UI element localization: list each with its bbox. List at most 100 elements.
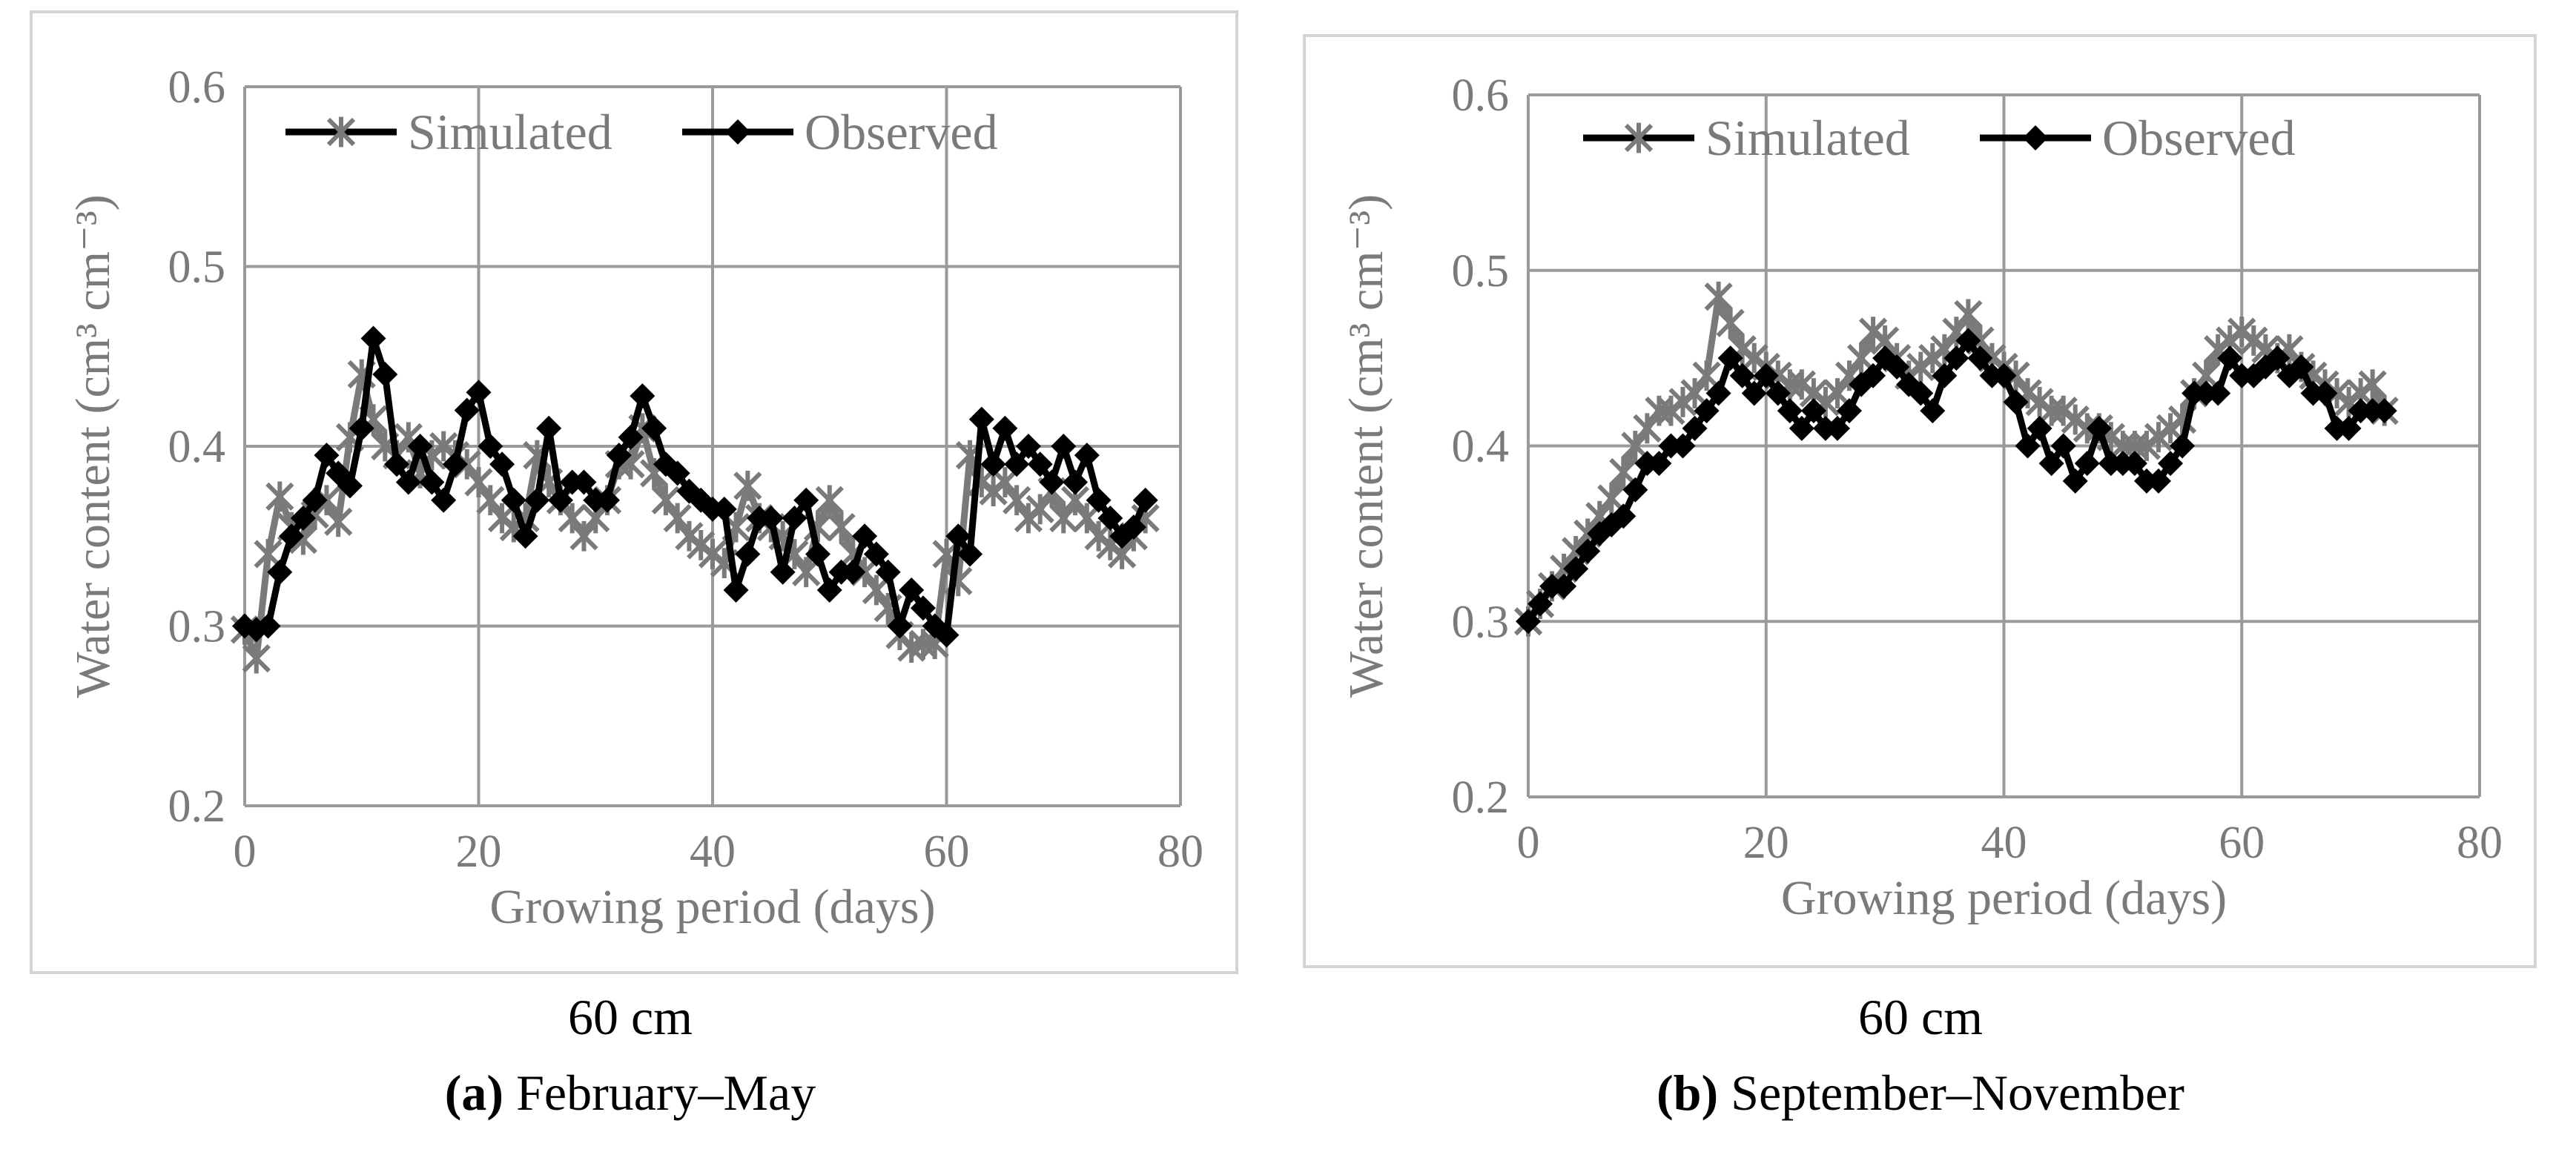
chart-a-xtick-label: 40: [690, 827, 736, 877]
chart-b-observed-point: [2371, 398, 2397, 424]
chart-b-xtick-label: 80: [2457, 818, 2503, 868]
chart-b-observed-point: [1705, 380, 1731, 406]
chart-a-ytick-label: 0.5: [168, 242, 226, 293]
chart-b-legend-label: Simulated: [1705, 110, 1910, 166]
chart-a-observed-point: [630, 383, 655, 409]
chart-a-simulated-point: [1026, 494, 1054, 525]
chart-b-observed-point: [1789, 415, 1814, 441]
chart-a-observed-point: [863, 541, 889, 567]
caption-a-letter: (a): [444, 1065, 504, 1121]
chart-b-ytick-label: 0.6: [1452, 70, 1510, 121]
chart-a-observed-point: [816, 577, 842, 603]
chart-a-simulated-point: [1049, 503, 1078, 534]
chart-a-ylabel: Water content (cm³ cm⁻³): [66, 194, 120, 698]
chart-b-observed-point: [1824, 415, 1850, 441]
chart-b-observed-point: [2170, 433, 2196, 459]
chart-b-ytick-label: 0.2: [1452, 772, 1510, 823]
caption-b-letter: (b): [1657, 1065, 1719, 1121]
caption-a: (a) February–May: [0, 1067, 1261, 1118]
chart-a-simulated-point: [1072, 503, 1101, 534]
chart-a-observed-point: [1027, 451, 1053, 477]
chart-b-observed-point: [1694, 398, 1720, 424]
chart-b-observed-point: [1682, 415, 1708, 441]
chart-a-observed-point: [968, 406, 994, 432]
chart-a-observed-point: [442, 451, 468, 477]
chart-a-simulated-point: [464, 467, 493, 497]
caption-b-text: September–November: [1718, 1065, 2184, 1121]
chart-a-observed-point: [735, 541, 761, 567]
chart-a-simulated-point: [815, 485, 844, 516]
chart-b-ytick-label: 0.5: [1452, 246, 1510, 297]
chart-b-observed-point: [2121, 451, 2147, 477]
chart-a-observed-point: [887, 613, 913, 639]
chart-a-observed-point: [875, 559, 901, 585]
chart-b-observed-point: [1717, 345, 1743, 371]
chart-a-observed-point: [992, 415, 1018, 441]
chart-b-observed-point: [2145, 468, 2171, 494]
chart-a-observed-point: [384, 451, 410, 477]
chart-b-simulated-point: [1704, 281, 1733, 312]
chart-a-observed-point: [934, 622, 960, 648]
chart-a-observed-point: [595, 487, 621, 513]
chart-a-observed-point: [267, 559, 293, 585]
chart-a-observed-point: [571, 469, 597, 495]
chart-a-simulated-point: [324, 506, 353, 537]
chart-b-observed-point: [1777, 398, 1803, 424]
chart-b-observed-point: [1622, 477, 1648, 503]
chart-b-observed-point: [1860, 363, 1886, 388]
caption-b: (b) September–November: [1290, 1067, 2551, 1118]
chart-a-observed-point: [395, 469, 421, 495]
chart-a-simulated-point: [265, 481, 294, 512]
chart-b-observed-point: [2312, 380, 2338, 406]
chart-b-observed-point: [1943, 345, 1969, 371]
chart-a-simulated-point: [254, 539, 283, 569]
chart-a-observed-point: [314, 443, 340, 469]
chart-a-observed-point: [641, 415, 667, 441]
chart-b-observed-point: [2003, 389, 2029, 415]
chart-a-legend-label: Observed: [805, 104, 998, 160]
chart-a-ytick-label: 0.6: [168, 62, 226, 113]
chart-a-observed-point: [372, 362, 398, 387]
chart-a-grid: [243, 85, 1182, 807]
chart-b-observed-point: [2086, 415, 2112, 441]
depth-label-a-text: 60 cm: [567, 989, 693, 1045]
chart-b-observed-point: [2158, 451, 2184, 477]
chart-a-observed-point: [782, 506, 808, 531]
chart-b-simulated-point: [1680, 378, 1709, 408]
chart-b-observed-point: [1729, 363, 1755, 388]
chart-b-observed-point: [1741, 380, 1767, 406]
chart-b-observed-point: [2241, 363, 2267, 388]
chart-a-observed-point: [302, 487, 328, 513]
chart-b-observed-point: [2205, 380, 2231, 406]
chart-a-simulated-point: [663, 503, 692, 534]
chart-b-observed-point: [1837, 398, 1863, 424]
chart-a-observed-point: [1004, 451, 1030, 477]
chart-a-observed-point: [1086, 487, 1112, 513]
chart-a-observed-point: [1120, 514, 1146, 540]
chart-b-observed-point: [2027, 415, 2052, 441]
chart-b-observed-point: [2074, 451, 2100, 477]
chart-a-observed-point: [349, 415, 374, 441]
chart-a-series-observed: [232, 325, 1158, 648]
chart-b-svg: 0.2 0.3 0.4 0.5 0.6 0 20 40 60 80 Growing period (…: [1303, 34, 2537, 968]
chart-a-observed-point: [454, 397, 480, 423]
chart-a-observed-point: [419, 469, 445, 495]
chart-b-simulated-point: [1633, 413, 1662, 444]
chart-b-xtick-label: 60: [2219, 818, 2265, 868]
chart-a-frame: [30, 10, 1238, 974]
chart-a-observed-point: [945, 523, 971, 549]
chart-a-legend-marker: [326, 116, 356, 148]
chart-a-observed-point: [1132, 487, 1158, 513]
chart-b-observed-point: [1991, 363, 2017, 388]
chart-a-observed-point: [899, 577, 925, 603]
chart-b-simulated-point: [1692, 360, 1721, 391]
chart-a-observed-point: [805, 541, 830, 567]
chart-b-xlabel: Growing period (days): [1781, 871, 2227, 925]
chart-b-observed-point: [1551, 573, 1577, 599]
chart-b-observed-point: [1516, 609, 1541, 635]
chart-b-observed-point: [1587, 520, 1613, 546]
chart-b-observed-point: [2015, 433, 2041, 459]
depth-label-a: 60 cm: [0, 992, 1261, 1042]
chart-a-observed-point: [489, 451, 515, 477]
depth-label-b-text: 60 cm: [1857, 989, 1984, 1045]
